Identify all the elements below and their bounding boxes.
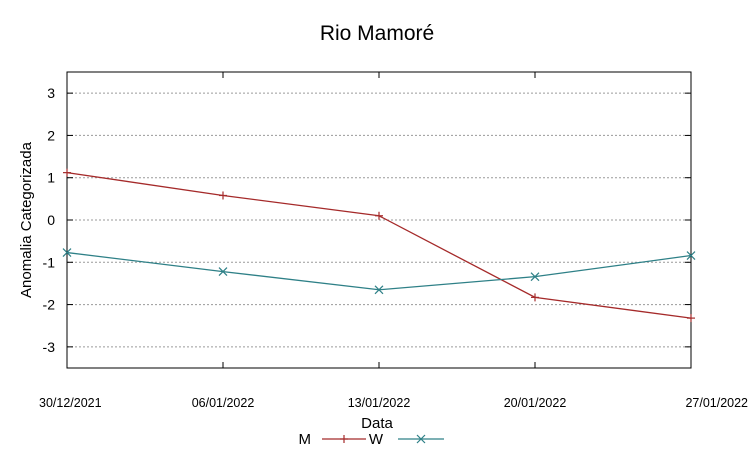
- data-point-plus: [340, 435, 348, 443]
- y-tick-label: -1: [43, 254, 56, 270]
- series-layer: [62, 168, 696, 323]
- series-line-w: [66, 251, 692, 291]
- x-tick-label: 30/12/2021: [39, 396, 102, 410]
- y-tick-label: 0: [47, 212, 55, 228]
- data-point-plus: [63, 168, 71, 177]
- data-point-x: [218, 267, 228, 277]
- y-tick-label: 1: [47, 170, 55, 186]
- y-tick-label: -2: [43, 297, 56, 313]
- y-tick-label: -3: [43, 339, 56, 355]
- y-tick-label: 3: [47, 85, 55, 101]
- data-point-plus: [219, 191, 227, 200]
- x-tick-label: 20/01/2022: [504, 396, 567, 410]
- data-point-x: [530, 272, 540, 282]
- y-axis: 3 2 1 0 -1 -2 -3: [43, 85, 691, 355]
- data-point-x: [62, 248, 72, 257]
- grid-layer: [67, 92, 691, 348]
- x-axis-label: Data: [361, 415, 393, 432]
- data-point-plus: [531, 293, 539, 302]
- chart-title: Rio Mamoré: [320, 22, 434, 45]
- x-tick-label: 06/01/2022: [192, 396, 255, 410]
- data-point-x: [416, 434, 426, 444]
- data-point-plus: [375, 211, 383, 220]
- data-point-x: [374, 285, 384, 295]
- y-tick-label: 2: [47, 127, 55, 143]
- x-tick-label: 13/01/2022: [348, 396, 411, 410]
- series-line-m: [66, 171, 692, 319]
- data-point-x: [686, 251, 696, 260]
- data-point-plus: [687, 314, 695, 323]
- legend-label-m: M: [299, 431, 312, 448]
- legend-label-w: W: [369, 431, 384, 448]
- y-axis-label: Anomalia Categorizada: [18, 141, 35, 298]
- x-axis: 30/12/2021 06/01/2022 13/01/2022 20/01/2022…: [39, 72, 748, 410]
- x-tick-label: 27/01/2022: [685, 396, 748, 410]
